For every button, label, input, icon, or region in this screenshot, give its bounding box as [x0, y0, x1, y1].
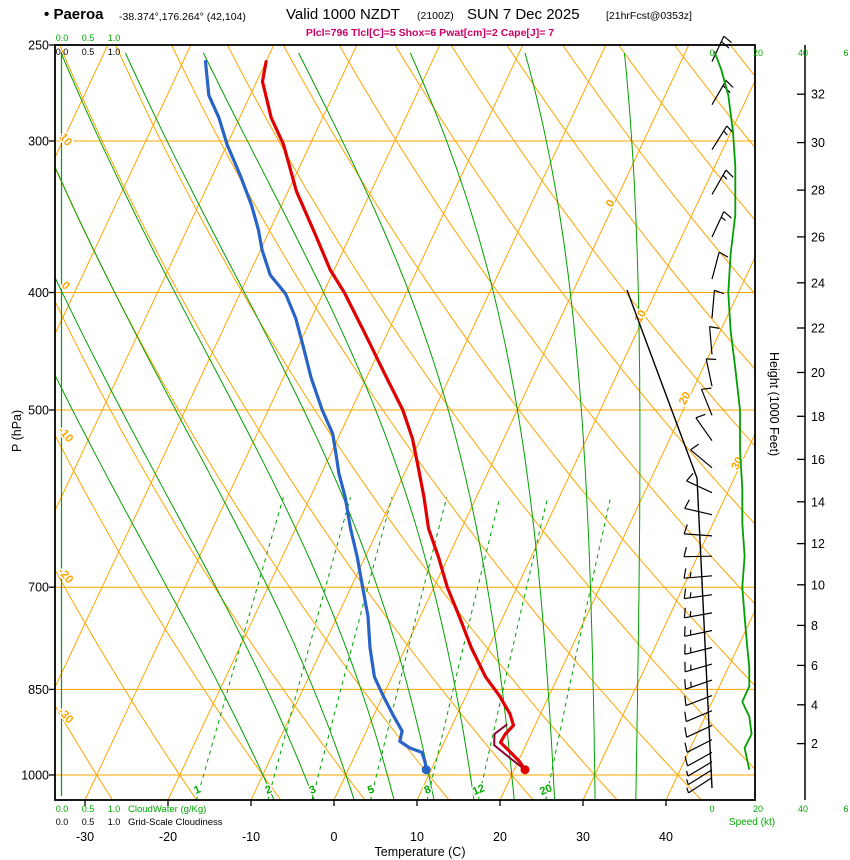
station-bullet: •: [44, 6, 50, 23]
svg-text:28: 28: [811, 184, 825, 198]
svg-text:-10: -10: [242, 830, 260, 844]
cloudiness-scale-top-0: 0.0: [55, 47, 69, 57]
cloudwater-scale-bottom-1: 0.5: [81, 804, 95, 814]
background-lattice: [55, 45, 755, 800]
speed-scale-top-1: 20: [752, 48, 763, 58]
wind-speed-profile: [713, 50, 753, 770]
svg-text:24: 24: [811, 276, 825, 290]
cloudwater-axis-title: CloudWater (g/Kg): [128, 804, 207, 815]
svg-text:250: 250: [28, 39, 49, 53]
svg-text:10: 10: [811, 578, 825, 592]
svg-text:2: 2: [811, 737, 818, 751]
speed-scale-bottom-1: 20: [752, 804, 763, 814]
pressure-axis-title: P (hPa): [10, 409, 24, 452]
cloudwater-scale-top-0: 0.0: [55, 33, 69, 43]
svg-text:32: 32: [811, 88, 825, 102]
cloudwater-scale-top-2: 1.0: [107, 33, 121, 43]
cloudiness-scale-top-2: 1.0: [107, 47, 121, 57]
cloudiness-scale-bottom-2: 1.0: [107, 817, 121, 827]
temperature-axis-title: Temperature (C): [374, 845, 466, 859]
svg-text:5: 5: [366, 784, 376, 797]
svg-text:18: 18: [811, 410, 825, 424]
speed-axis-title: Speed (kt): [728, 817, 776, 828]
valid-time: Valid 1000 NZDT: [286, 6, 400, 23]
svg-text:30: 30: [811, 136, 825, 150]
svg-text:8: 8: [811, 619, 818, 633]
svg-text:0: 0: [59, 280, 72, 293]
plot-right-boundary: [626, 289, 713, 789]
svg-text:10: 10: [56, 131, 73, 149]
speed-scale-bottom-2: 40: [797, 804, 808, 814]
cloudwater-scale-bottom-0: 0.0: [55, 804, 69, 814]
svg-text:20: 20: [493, 830, 507, 844]
parcel-trace: [493, 723, 526, 771]
speed-scale-bottom-edge: 6: [843, 804, 849, 814]
svg-text:-20: -20: [159, 830, 177, 844]
svg-text:0: 0: [331, 830, 338, 844]
cloudiness-scale-top-1: 0.5: [81, 47, 95, 57]
valid-date: SUN 7 Dec 2025: [467, 6, 580, 23]
speed-scale-top-edge: 6: [843, 48, 849, 58]
cloudwater-scale-top-1: 0.5: [81, 33, 95, 43]
svg-text:300: 300: [28, 135, 49, 149]
cloudwater-scale-bottom-2: 1.0: [107, 804, 121, 814]
height-axis-title: Height (1000 Feet): [767, 352, 781, 457]
svg-text:6: 6: [811, 659, 818, 673]
svg-text:20: 20: [811, 366, 825, 380]
dewpoint-curve: [203, 60, 428, 772]
valid-zulu: (2100Z): [417, 10, 454, 22]
stability-indices: Plcl=796 Tlcl[C]=5 Shox=6 Pwat[cm]=2 Cap…: [305, 27, 555, 39]
cloudiness-axis-title: Grid-Scale Cloudiness: [128, 817, 223, 828]
svg-text:850: 850: [28, 683, 49, 697]
svg-text:1000: 1000: [21, 769, 49, 783]
cloudiness-scale-bottom-1: 0.5: [81, 817, 95, 827]
wind-barbs: [683, 35, 735, 794]
svg-text:40: 40: [659, 830, 673, 844]
svg-text:700: 700: [28, 581, 49, 595]
svg-text:12: 12: [811, 537, 825, 551]
speed-scale-top-0: 0: [709, 48, 715, 58]
station-title: • Paeroa: [44, 6, 103, 23]
cloudiness-scale-bottom-0: 0.0: [55, 817, 69, 827]
svg-text:22: 22: [811, 322, 825, 336]
svg-text:2: 2: [263, 784, 273, 797]
station-name: Paeroa: [53, 6, 104, 23]
temperature-curve: [260, 60, 527, 772]
station-coords: -38.374°,176.264° (42,104): [119, 11, 246, 23]
svg-text:16: 16: [811, 453, 825, 467]
svg-text:400: 400: [28, 286, 49, 300]
svg-text:500: 500: [28, 404, 49, 418]
speed-scale-top-2: 40: [797, 48, 808, 58]
forecast-info: [21hrFcst@0353z]: [606, 10, 692, 22]
svg-text:-30: -30: [55, 706, 75, 726]
svg-text:14: 14: [811, 495, 825, 509]
surface-temperature-dot: [520, 765, 530, 775]
surface-dewpoint-dot: [421, 765, 431, 775]
speed-scale-bottom-0: 0: [709, 804, 715, 814]
svg-text:10: 10: [410, 830, 424, 844]
svg-text:30: 30: [576, 830, 590, 844]
svg-text:-20: -20: [55, 566, 75, 586]
svg-text:20: 20: [538, 782, 554, 798]
svg-text:26: 26: [811, 230, 825, 244]
svg-text:1: 1: [192, 784, 202, 797]
chart-frame: [54, 44, 756, 801]
svg-text:-30: -30: [76, 830, 94, 844]
svg-text:4: 4: [811, 698, 818, 712]
svg-text:3: 3: [308, 784, 318, 797]
